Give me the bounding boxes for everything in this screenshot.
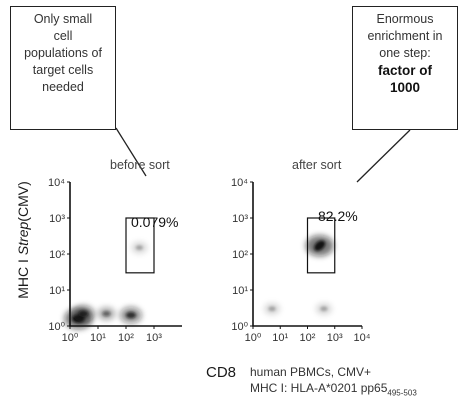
panel-title-before: before sort (110, 158, 170, 172)
panel-title-after: after sort (292, 158, 342, 172)
y-tick-label: 10³ (232, 213, 248, 225)
callout-right-line: Enormous (376, 12, 434, 26)
panel-after-sort: 10⁰ 10¹ 10² 10³ 10⁴ 10⁰ 10¹ 10² 10³ 10⁴ (231, 177, 371, 344)
cell-population-core (135, 245, 143, 251)
callout-right: Enormous enrichment in one step: factor … (352, 6, 458, 130)
x-tick-label: 10⁴ (354, 332, 371, 344)
sort-gate (125, 217, 155, 274)
panel-before-sort: 10⁰ 10¹ 10² 10³ 10⁴ 10⁰ 10¹ 10² 10³ (48, 177, 182, 344)
cell-population-core (268, 306, 276, 312)
callout-right-line: enrichment in (367, 29, 443, 43)
sample-footnote: human PBMCs, CMV+ MHC I: HLA-A*0201 pp65… (250, 364, 417, 401)
y-tick-label: 10⁴ (231, 177, 248, 189)
x-tick-label: 10¹ (90, 332, 106, 344)
y-tick-label: 10⁰ (48, 321, 65, 333)
x-tick-label: 10³ (327, 332, 343, 344)
callout-left-line: cell (53, 29, 73, 43)
cell-population-core (314, 240, 326, 251)
callout-left: Only small cell populations of target ce… (10, 6, 116, 130)
footnote-code: 495-503 (387, 388, 417, 398)
y-axis-title-italic: Strep (15, 221, 31, 256)
callout-right-bold-line: 1000 (389, 80, 421, 95)
cell-population-core (320, 306, 328, 312)
footnote-line-1: human PBMCs, CMV+ (250, 365, 372, 379)
y-tick-label: 10⁴ (48, 177, 65, 189)
sort-gate (306, 217, 336, 274)
x-tick-label: 10² (300, 332, 316, 344)
callout-right-bold-line: factor of (378, 63, 432, 78)
footnote-line-2: MHC I: HLA-A*0201 pp65495-503 (250, 381, 417, 398)
y-tick-label: 10¹ (49, 285, 65, 297)
y-axis-title: MHC I Strep(CMV) (15, 181, 31, 299)
x-tick-label: 10⁰ (245, 332, 262, 344)
callout-left-line: target cells (32, 63, 94, 77)
callout-right-connector (356, 129, 411, 183)
y-tick-label: 10⁰ (231, 321, 248, 333)
y-tick-label: 10² (232, 249, 248, 261)
x-tick-label: 10² (118, 332, 134, 344)
cell-population-core (102, 310, 111, 317)
callout-right-line: one step: (379, 46, 431, 60)
callout-left-line: needed (42, 80, 84, 94)
callout-left-line: Only small (33, 12, 93, 26)
x-tick-label: 10⁰ (62, 332, 79, 344)
x-tick-label: 10¹ (272, 332, 288, 344)
gate-percentage-before: 0.079% (131, 214, 179, 230)
callout-left-line: populations of (24, 46, 102, 60)
gate-percentage-after: 82.2% (318, 208, 358, 224)
x-tick-label: 10³ (146, 332, 162, 344)
cell-population-core (125, 311, 136, 319)
y-tick-label: 10³ (49, 213, 65, 225)
x-axis-title: CD8 (206, 364, 237, 381)
y-tick-label: 10¹ (232, 285, 248, 297)
cell-population-core (78, 310, 89, 317)
callout-left-connector (115, 127, 147, 177)
y-tick-label: 10² (49, 249, 65, 261)
